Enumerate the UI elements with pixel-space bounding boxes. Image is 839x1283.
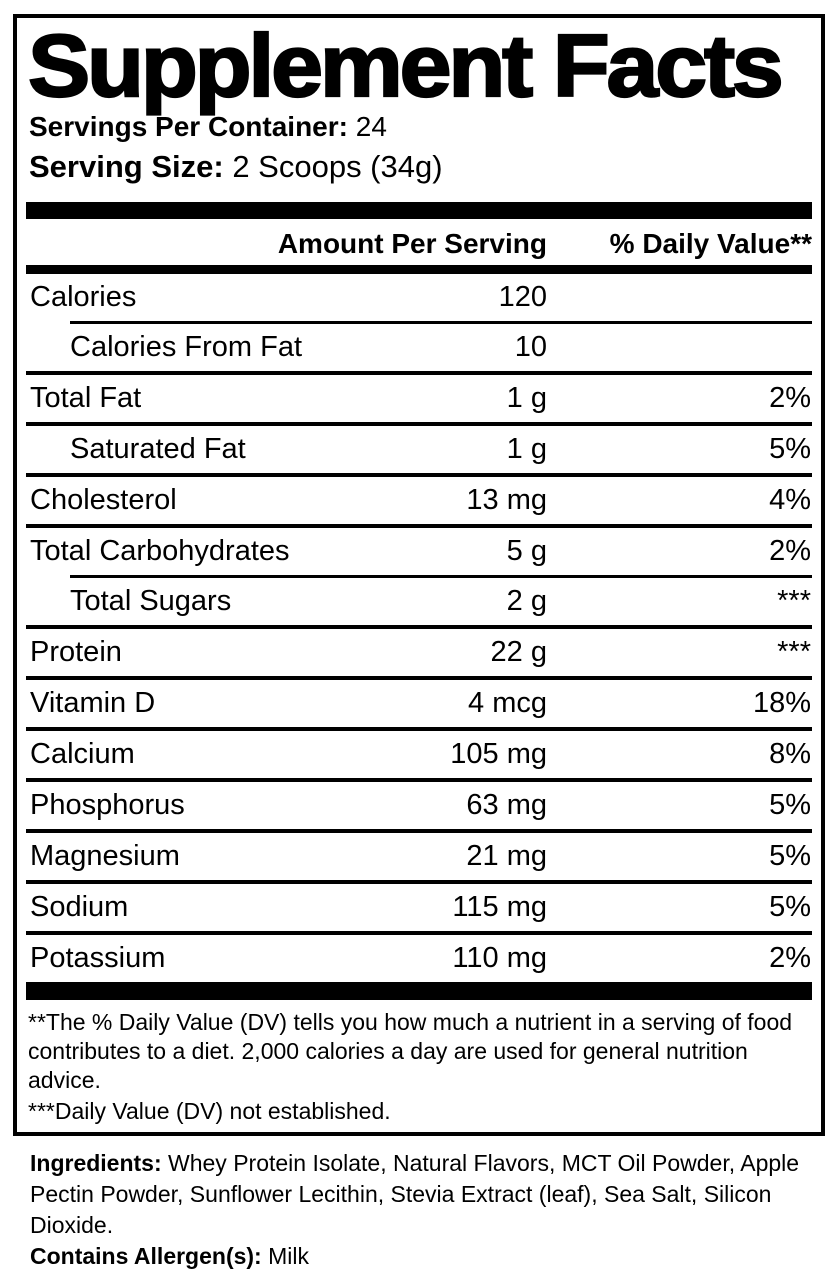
row-separator <box>70 320 812 324</box>
nutrient-amount: 10 <box>514 330 547 363</box>
nutrient-row: Total Sugars 2 g *** <box>26 578 812 625</box>
amount-per-serving-header: Amount Per Serving <box>277 227 547 259</box>
nutrient-amount: 1 g <box>506 432 547 465</box>
nutrient-row: Calories 120 <box>26 274 812 321</box>
daily-value-footnote: **The % Daily Value (DV) tells you how m… <box>28 1008 793 1093</box>
nutrient-row: Magnesium 21 mg 5% <box>26 833 812 880</box>
nutrient-row: Cholesterol 13 mg 4% <box>26 477 812 524</box>
nutrient-amount: 63 mg <box>466 788 547 821</box>
nutrient-name: Vitamin D <box>30 686 156 719</box>
nutrient-name: Phosphorus <box>30 788 185 821</box>
nutrient-daily-value: *** <box>777 584 811 617</box>
nutrient-name: Calcium <box>30 737 135 770</box>
serving-size-line: Serving Size: 2 Scoops (34g) <box>29 148 812 186</box>
ingredients-text: Whey Protein Isolate, Natural Flavors, M… <box>30 1149 800 1238</box>
row-separator <box>26 777 812 782</box>
top-divider-bar <box>26 201 812 219</box>
row-separator <box>70 574 812 578</box>
nutrient-name: Sodium <box>30 890 129 923</box>
not-established-footnote: ***Daily Value (DV) not established. <box>28 1097 391 1124</box>
ingredients-label: Ingredients: <box>30 1149 162 1176</box>
footnotes: **The % Daily Value (DV) tells you how m… <box>28 1008 810 1126</box>
row-separator <box>26 624 812 629</box>
row-separator <box>26 828 812 833</box>
allergen-value: Milk <box>268 1242 309 1269</box>
nutrient-row: Total Fat 1 g 2% <box>26 375 812 422</box>
nutrient-daily-value: 8% <box>769 737 811 770</box>
serving-size-label: Serving Size: <box>29 148 224 184</box>
ingredients-line: Ingredients: Whey Protein Isolate, Natur… <box>30 1148 813 1241</box>
row-separator <box>26 930 812 935</box>
nutrient-row: Saturated Fat 1 g 5% <box>26 426 812 473</box>
nutrient-row: Protein 22 g *** <box>26 629 812 676</box>
nutrient-daily-value: 18% <box>752 686 811 719</box>
title-wrap: Supplement Facts <box>26 16 812 115</box>
nutrient-amount: 21 mg <box>466 839 547 872</box>
nutrient-name: Calories <box>30 280 137 313</box>
nutrient-name: Protein <box>30 635 122 668</box>
nutrient-name: Total Fat <box>30 381 142 414</box>
nutrient-amount: 105 mg <box>450 737 547 770</box>
nutrient-daily-value: 5% <box>769 432 811 465</box>
nutrient-amount: 2 g <box>506 584 547 617</box>
nutrient-daily-value: 2% <box>769 941 811 974</box>
row-separator <box>26 879 812 884</box>
nutrient-amount: 120 <box>498 280 547 313</box>
nutrient-row: Potassium 110 mg 2% <box>26 935 812 982</box>
row-separator <box>26 726 812 731</box>
supplement-facts-panel: Supplement Facts Servings Per Container:… <box>13 14 825 1136</box>
servings-per-container-value: 24 <box>355 110 387 142</box>
nutrient-amount: 110 mg <box>452 941 547 974</box>
nutrient-row: Vitamin D 4 mcg 18% <box>26 680 812 727</box>
daily-value-header: % Daily Value** <box>609 227 812 259</box>
allergen-line: Contains Allergen(s): Milk <box>30 1241 813 1272</box>
nutrient-name: Saturated Fat <box>70 432 246 465</box>
row-separator <box>26 421 812 426</box>
nutrient-daily-value: 5% <box>769 788 811 821</box>
row-separator <box>26 523 812 528</box>
allergen-label: Contains Allergen(s): <box>30 1242 262 1269</box>
nutrient-table: Calories 120 Calories From Fat 10 Total … <box>26 274 812 982</box>
nutrient-daily-value: 5% <box>769 890 811 923</box>
nutrient-row: Calories From Fat 10 <box>26 324 812 371</box>
nutrient-row: Calcium 105 mg 8% <box>26 731 812 778</box>
nutrient-daily-value: 5% <box>769 839 811 872</box>
serving-size-value: 2 Scoops (34g) <box>232 148 443 184</box>
servings-per-container-label: Servings Per Container: <box>29 110 348 142</box>
nutrient-amount: 22 g <box>490 635 547 668</box>
nutrient-daily-value: 4% <box>769 483 811 516</box>
nutrient-row: Phosphorus 63 mg 5% <box>26 782 812 829</box>
nutrient-amount: 1 g <box>506 381 547 414</box>
bottom-divider-bar <box>26 981 812 1000</box>
nutrient-name: Magnesium <box>30 839 180 872</box>
table-header-row: Amount Per Serving % Daily Value** <box>26 219 812 265</box>
nutrient-amount: 5 g <box>506 534 547 567</box>
nutrient-daily-value: *** <box>777 635 811 668</box>
nutrient-amount: 13 mg <box>466 483 547 516</box>
servings-per-container-line: Servings Per Container: 24 <box>29 110 812 144</box>
supplement-facts-title: Supplement Facts <box>27 16 785 115</box>
nutrient-amount: 115 mg <box>452 890 547 923</box>
nutrient-row: Total Carbohydrates 5 g 2% <box>26 528 812 575</box>
nutrient-amount: 4 mcg <box>468 686 547 719</box>
nutrient-daily-value: 2% <box>769 534 811 567</box>
nutrient-name: Potassium <box>30 941 166 974</box>
row-separator <box>26 472 812 477</box>
nutrient-name: Total Carbohydrates <box>30 534 290 567</box>
nutrient-daily-value: 2% <box>769 381 811 414</box>
row-separator <box>26 370 812 375</box>
nutrient-name: Calories From Fat <box>70 330 303 363</box>
nutrient-row: Sodium 115 mg 5% <box>26 884 812 931</box>
header-divider-bar <box>26 264 812 274</box>
nutrient-name: Total Sugars <box>70 584 232 617</box>
ingredients-section: Ingredients: Whey Protein Isolate, Natur… <box>30 1148 813 1272</box>
nutrient-name: Cholesterol <box>30 483 177 516</box>
row-separator <box>26 675 812 680</box>
